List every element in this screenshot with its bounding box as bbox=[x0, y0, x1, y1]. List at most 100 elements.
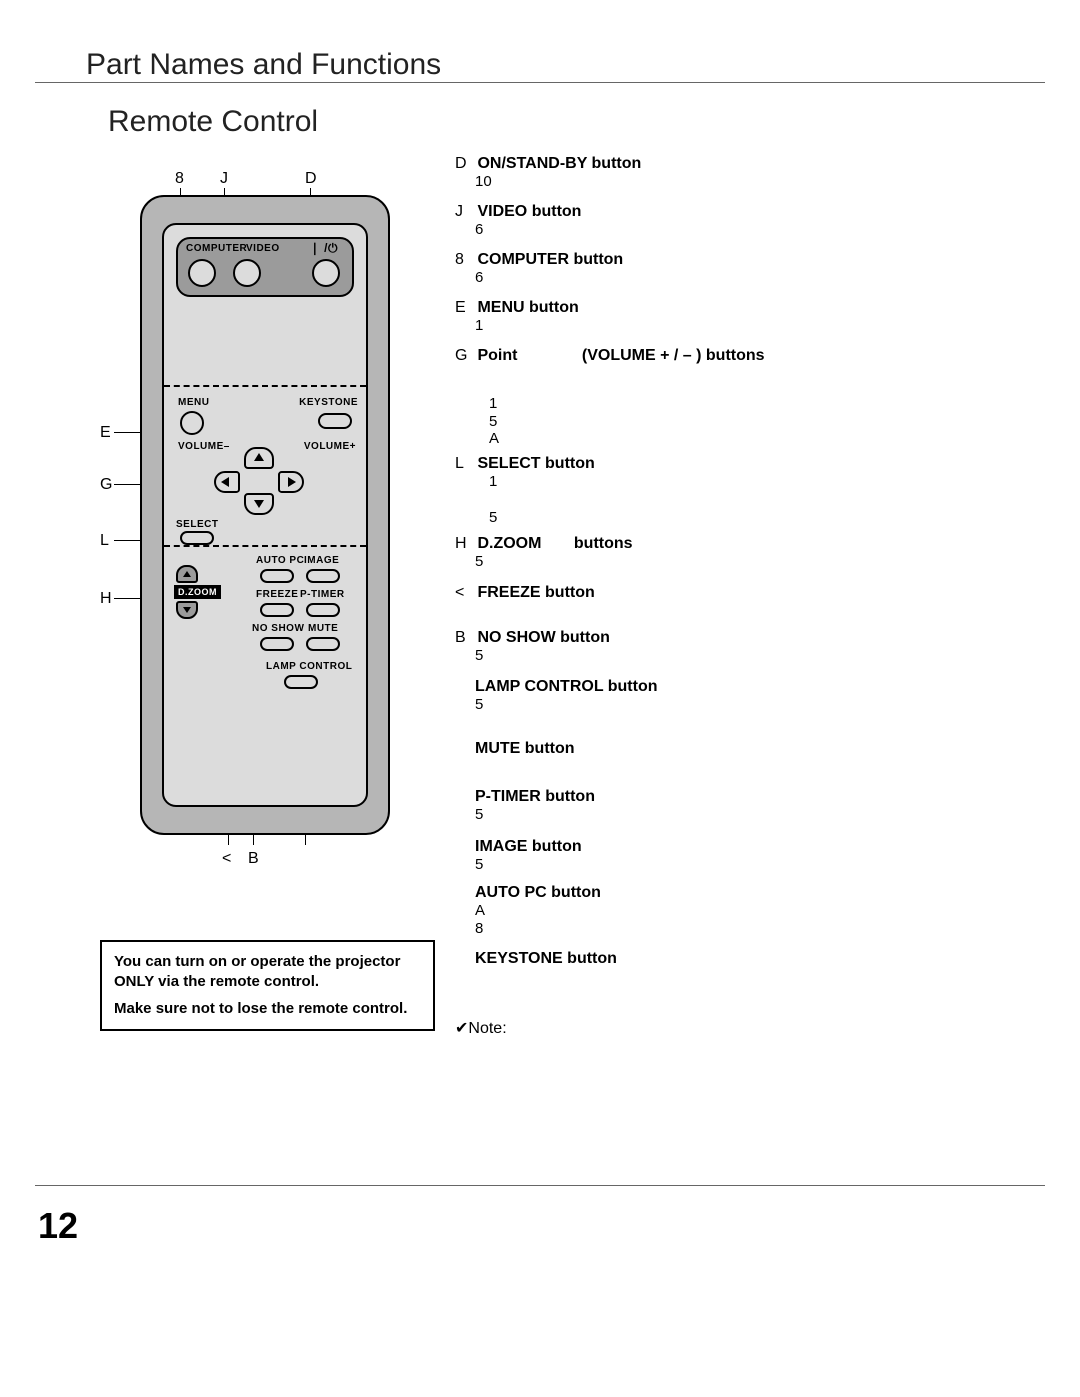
remote-outer: COMPUTER VIDEO ❘ /⏻ MENU KEYSTONE VOLUME… bbox=[140, 195, 390, 835]
desc-title: IMAGE button bbox=[475, 838, 582, 855]
desc-sub: 1 bbox=[469, 473, 595, 490]
desc-title: KEYSTONE button bbox=[475, 950, 617, 967]
desc-ptimer: P-TIMER button 5 bbox=[455, 788, 595, 824]
callout-e: E bbox=[100, 424, 111, 442]
callout-d: D bbox=[305, 170, 317, 188]
desc-keystone: KEYSTONE button bbox=[455, 950, 617, 968]
desc-title: MENU button bbox=[477, 299, 578, 316]
desc-key: B bbox=[455, 629, 473, 647]
desc-key: D bbox=[455, 155, 473, 173]
desc-title: Point bbox=[477, 347, 521, 364]
desc-sub: 5 bbox=[469, 413, 765, 430]
desc-key: 8 bbox=[455, 251, 473, 269]
label-noshow: NO SHOW bbox=[252, 623, 304, 634]
triangle-up-icon bbox=[254, 453, 264, 461]
desc-sub: A bbox=[455, 902, 601, 919]
desc-sub: 1 bbox=[455, 317, 579, 334]
autopc-button-icon bbox=[260, 569, 294, 583]
desc-title: SELECT button bbox=[477, 455, 594, 472]
label-dzoom: D.ZOOM bbox=[174, 585, 221, 599]
label-keystone: KEYSTONE bbox=[299, 397, 358, 408]
triangle-right-icon bbox=[288, 477, 296, 487]
desc-extra: buttons bbox=[574, 535, 633, 552]
panel-top: COMPUTER VIDEO ❘ /⏻ bbox=[176, 237, 354, 297]
desc-title: ON/STAND-BY button bbox=[477, 155, 641, 172]
divider-top bbox=[35, 82, 1045, 83]
desc-menu: E MENU button 1 bbox=[455, 299, 579, 335]
callout-h: H bbox=[100, 590, 112, 608]
desc-freeze: < FREEZE button bbox=[455, 584, 595, 602]
menu-button-icon bbox=[180, 411, 204, 435]
dzoom-tri-up bbox=[183, 571, 191, 577]
freeze-button-icon bbox=[260, 603, 294, 617]
desc-noshow: B NO SHOW button 5 bbox=[455, 629, 610, 665]
desc-sub: 5 bbox=[455, 806, 595, 823]
callout-g: G bbox=[100, 476, 112, 494]
callout-lt: < bbox=[222, 850, 231, 868]
desc-sub: 5 bbox=[455, 696, 658, 713]
desc-title: D.ZOOM bbox=[477, 535, 545, 552]
divider-bottom bbox=[35, 1185, 1045, 1186]
triangle-down-icon bbox=[254, 500, 264, 508]
label-computer: COMPUTER bbox=[186, 243, 247, 254]
desc-title: COMPUTER button bbox=[477, 251, 623, 268]
desc-sub: 5 bbox=[455, 647, 610, 664]
dash-2 bbox=[164, 545, 366, 547]
desc-sub: 5 bbox=[455, 553, 633, 570]
triangle-left-icon bbox=[221, 477, 229, 487]
label-mute: MUTE bbox=[308, 623, 338, 634]
desc-sub: A bbox=[469, 430, 765, 447]
callout-b: B bbox=[248, 850, 259, 868]
desc-title: MUTE button bbox=[475, 740, 575, 757]
label-video: VIDEO bbox=[246, 243, 280, 254]
noshow-button-icon bbox=[260, 637, 294, 651]
desc-title: P-TIMER button bbox=[475, 788, 595, 805]
note-text: Note: bbox=[468, 1020, 506, 1037]
desc-sub: 10 bbox=[455, 173, 641, 190]
desc-key: H bbox=[455, 535, 473, 553]
desc-video: J VIDEO button 6 bbox=[455, 203, 581, 239]
image-button-icon bbox=[306, 569, 340, 583]
desc-key: L bbox=[455, 455, 473, 473]
page: Part Names and Functions Remote Control … bbox=[0, 0, 1080, 1397]
warning-box: You can turn on or operate the projector… bbox=[100, 940, 435, 1031]
warn-line-1: You can turn on or operate the projector bbox=[114, 952, 421, 972]
page-number: 12 bbox=[38, 1205, 78, 1247]
desc-autopc: AUTO PC button A 8 bbox=[455, 884, 601, 937]
desc-sub: 5 bbox=[469, 509, 595, 526]
label-freeze: FREEZE bbox=[256, 589, 298, 600]
desc-sub bbox=[469, 491, 595, 509]
ptimer-button-icon bbox=[306, 603, 340, 617]
desc-point: G Point (VOLUME + / – ) buttons 1 5 A bbox=[455, 347, 765, 447]
desc-image: IMAGE button 5 bbox=[455, 838, 582, 874]
warn-line-3: Make sure not to lose the remote control… bbox=[114, 999, 421, 1019]
label-select: SELECT bbox=[176, 519, 218, 530]
label-menu: MENU bbox=[178, 397, 209, 408]
desc-sub: 1 bbox=[469, 395, 765, 412]
desc-lampcontrol: LAMP CONTROL button 5 bbox=[455, 678, 658, 714]
desc-sub: 8 bbox=[455, 920, 601, 937]
desc-title: LAMP CONTROL button bbox=[475, 678, 658, 695]
desc-mute: MUTE button bbox=[455, 740, 575, 758]
desc-title: FREEZE button bbox=[477, 584, 594, 601]
desc-on-standby: D ON/STAND-BY button 10 bbox=[455, 155, 641, 191]
note: ✔Note: bbox=[455, 1018, 507, 1038]
desc-title: AUTO PC button bbox=[475, 884, 601, 901]
computer-button-icon bbox=[188, 259, 216, 287]
desc-key: J bbox=[455, 203, 473, 221]
select-button-icon bbox=[180, 531, 214, 545]
label-volplus: VOLUME+ bbox=[304, 441, 356, 452]
desc-key: G bbox=[455, 347, 473, 365]
video-button-icon bbox=[233, 259, 261, 287]
desc-sub: 6 bbox=[455, 221, 581, 238]
dzoom-tri-down bbox=[183, 607, 191, 613]
remote-inner: COMPUTER VIDEO ❘ /⏻ MENU KEYSTONE VOLUME… bbox=[162, 223, 368, 807]
label-lampcontrol: LAMP CONTROL bbox=[266, 661, 352, 672]
desc-sub: 5 bbox=[455, 856, 582, 873]
desc-key: E bbox=[455, 299, 473, 317]
chapter-title: Part Names and Functions bbox=[86, 48, 441, 82]
keystone-button-icon bbox=[318, 413, 352, 429]
remote-diagram: 8 J D E G L H < B COMPUTER VIDEO bbox=[100, 150, 440, 900]
power-button-icon bbox=[312, 259, 340, 287]
desc-select: L SELECT button 1 5 bbox=[455, 455, 595, 526]
